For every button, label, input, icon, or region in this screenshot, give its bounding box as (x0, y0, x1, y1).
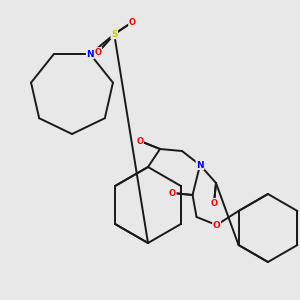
Text: O: O (95, 48, 102, 57)
Text: N: N (196, 160, 204, 169)
Text: O: O (211, 199, 218, 208)
Text: O: O (129, 18, 136, 27)
Text: N: N (86, 50, 94, 59)
Text: O: O (213, 220, 220, 230)
Text: O: O (136, 136, 143, 146)
Text: S: S (111, 30, 118, 39)
Text: O: O (169, 188, 176, 197)
